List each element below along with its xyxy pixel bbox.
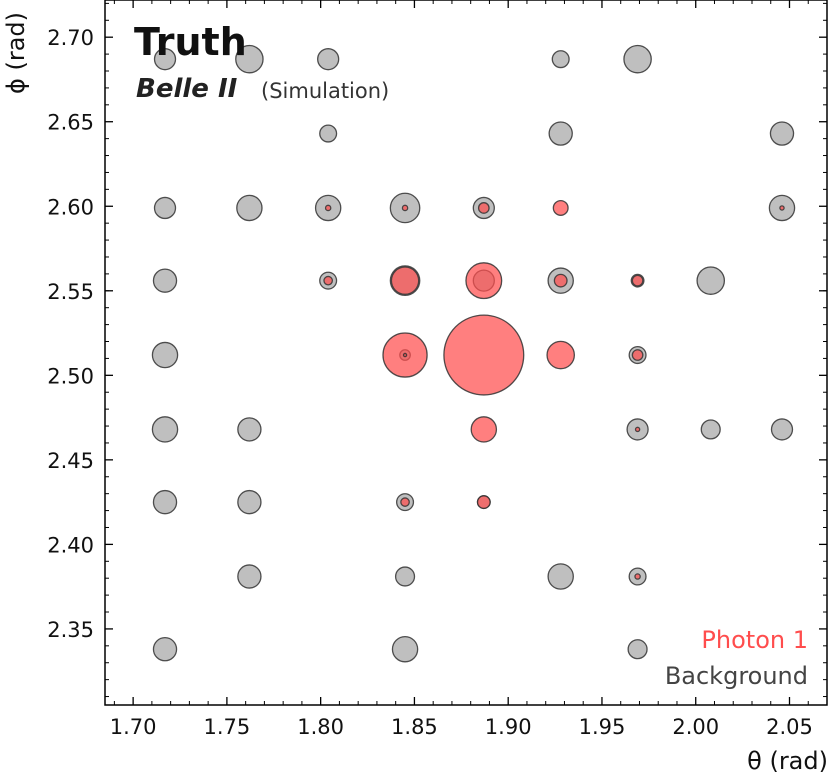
background-point-29 — [152, 489, 178, 515]
background-point-3 — [551, 50, 570, 69]
background-point-38 — [391, 635, 419, 663]
background-point-9 — [236, 194, 263, 222]
background-point-24 — [151, 416, 179, 443]
background-point-21 — [151, 341, 179, 369]
x-tick-label: 1.85 — [391, 715, 438, 739]
x-tick-label: 1.70 — [110, 715, 157, 739]
background-point-7 — [769, 121, 795, 146]
legend-entry-background: Background — [665, 662, 808, 690]
background-point-39 — [627, 639, 648, 660]
chart-axes: 1.70 1.75 1.80 1.85 1.90 1.95 2.00 2.05 2.35 2.40… — [47, 0, 828, 739]
background-point-14 — [152, 268, 178, 293]
x-tick-label: 1.75 — [204, 715, 251, 739]
background-point-33 — [237, 564, 262, 589]
x-tick-label: 1.95 — [579, 715, 626, 739]
photon-point-7 — [553, 273, 568, 288]
background-point-37 — [152, 637, 178, 662]
background-point-6 — [548, 121, 573, 146]
y-tick-label: 2.55 — [47, 280, 94, 304]
photon-point-11 — [631, 349, 644, 361]
background-point-5 — [319, 124, 338, 143]
chart-title: Truth — [134, 20, 247, 64]
y-tick-label: 2.45 — [47, 449, 94, 473]
x-tick-label: 2.05 — [766, 715, 813, 739]
photon-point-15 — [324, 204, 332, 212]
background-point-35 — [547, 563, 574, 590]
background-point-20 — [696, 266, 726, 295]
background-point-25 — [237, 417, 262, 442]
background-point-2 — [317, 48, 340, 71]
legend-entry-photon: Photon 1 — [701, 626, 808, 654]
photon-point-9 — [631, 274, 644, 287]
y-tick-label: 2.70 — [47, 26, 94, 50]
simulation-label: (Simulation) — [261, 79, 389, 103]
y-tick-label: 2.35 — [47, 618, 94, 642]
y-axis-label: ϕ (rad) — [2, 12, 30, 94]
photon-point-5 — [470, 416, 498, 443]
background-point-34 — [394, 566, 416, 587]
chart-marks — [151, 44, 796, 663]
photon-point-18 — [634, 573, 641, 580]
x-axis-label: θ (rad) — [747, 747, 828, 775]
x-tick-label: 2.00 — [672, 715, 719, 739]
photon-point-4 — [390, 266, 420, 295]
plot-frame — [104, 0, 828, 706]
y-tick-label: 2.50 — [47, 364, 94, 388]
photon-point-6 — [552, 199, 569, 216]
background-point-1 — [235, 44, 264, 74]
background-point-28 — [770, 418, 794, 441]
photon-point-14 — [401, 204, 409, 212]
photon-point-10 — [476, 495, 491, 510]
background-point-4 — [623, 44, 652, 74]
experiment-label: Belle II — [136, 74, 238, 104]
photon-point-19 — [402, 352, 408, 358]
background-point-8 — [153, 196, 177, 220]
x-tick-label: 1.90 — [485, 715, 532, 739]
photon-point-2 — [546, 340, 576, 370]
photon-point-13 — [323, 275, 334, 286]
background-point-0 — [153, 48, 177, 71]
y-tick-label: 2.65 — [47, 111, 94, 135]
photon-point-16 — [779, 205, 785, 211]
x-tick-label: 1.80 — [297, 715, 344, 739]
y-tick-label: 2.40 — [47, 533, 94, 557]
background-point-27 — [700, 419, 721, 440]
photon-point-17 — [634, 426, 641, 433]
photon-point-8 — [477, 202, 490, 214]
y-tick-label: 2.60 — [47, 195, 94, 219]
background-point-30 — [237, 489, 262, 515]
photon-point-0 — [443, 314, 525, 396]
photon-point-3 — [465, 262, 503, 300]
photon-point-12 — [400, 497, 410, 507]
